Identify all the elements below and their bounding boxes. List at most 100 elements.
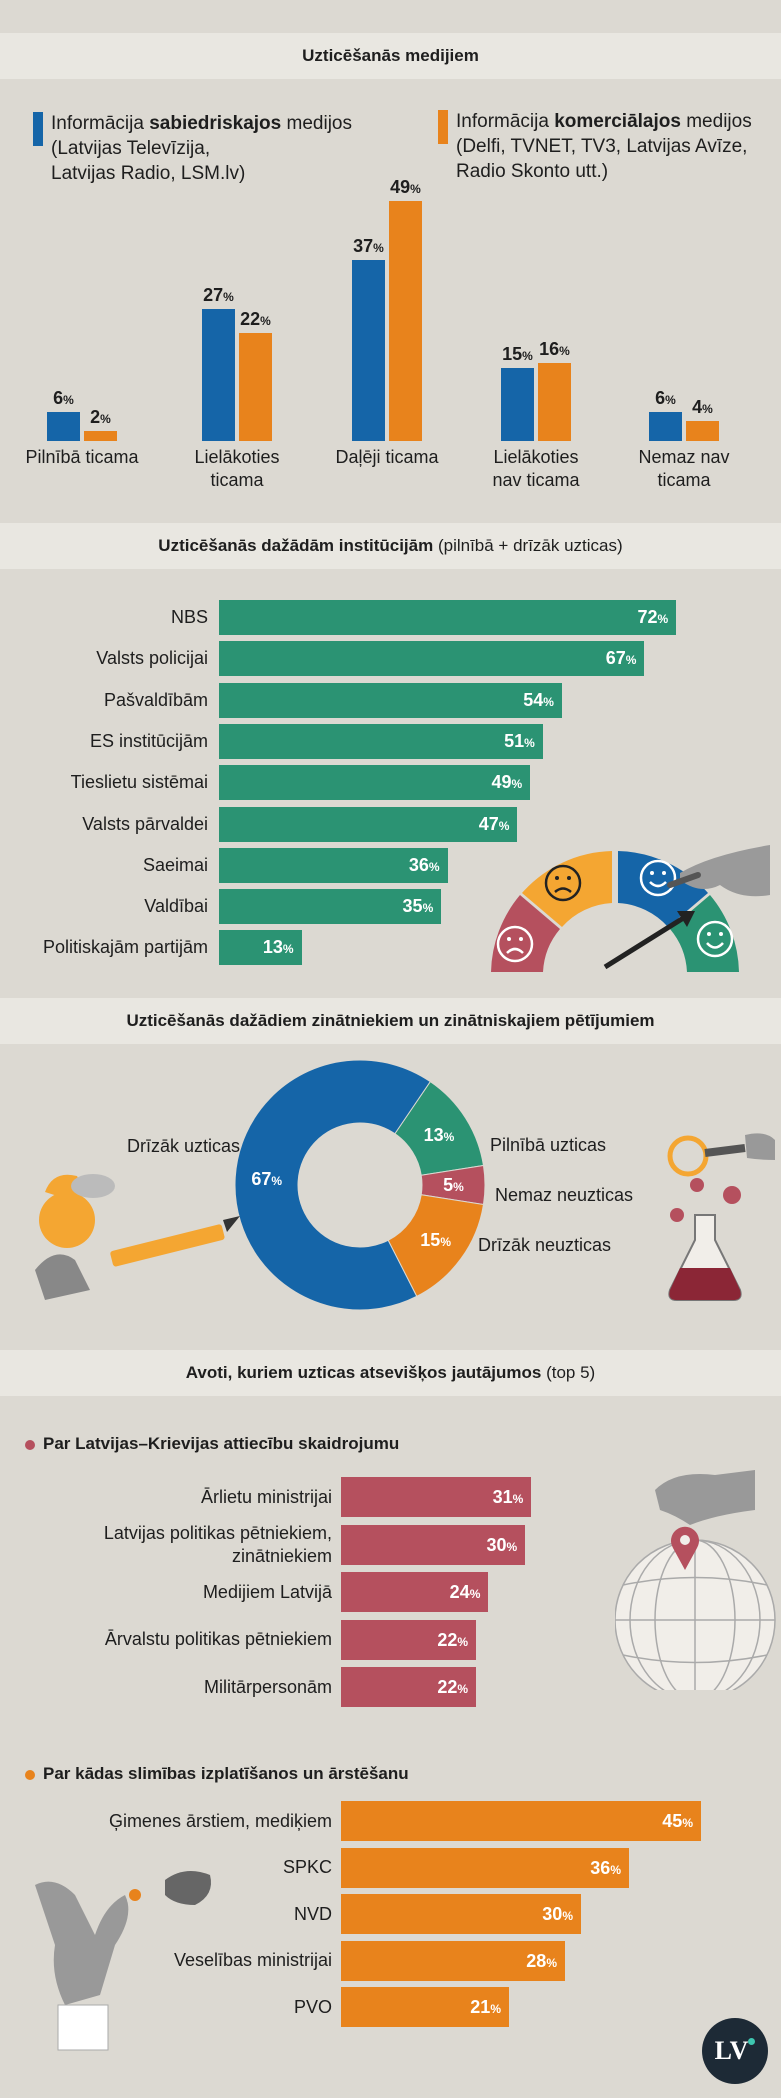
institution-bar [219, 930, 302, 966]
institution-value: 36% [408, 854, 440, 875]
very-happy-face-icon [696, 920, 734, 958]
media-value-label: 6% [53, 387, 74, 408]
institution-label: Valsts pārvaldei [82, 813, 208, 834]
russia-source-value: 22% [437, 1677, 469, 1697]
section-header-media [0, 33, 781, 79]
institution-label: NBS [170, 607, 208, 627]
russia-source-label: Ārlietu ministrijai [200, 1486, 332, 1507]
disease-source-bar [341, 1894, 581, 1934]
gauge-segment-happy [618, 851, 708, 927]
russia-source-label: Ārvalstu politikas pētniekiem [104, 1629, 332, 1649]
hand-pill-illustration [35, 1871, 211, 2051]
pencil-icon [110, 1224, 225, 1267]
disease-source-label: SPKC [282, 1857, 332, 1877]
disease-source-value: 36% [590, 1857, 621, 1878]
disease-source-value: 21% [470, 1997, 501, 2017]
subhead-russia: Par Latvijas–Krievijas attiecību skaidro… [25, 1434, 399, 1454]
russia-source-label: Militārpersonām [203, 1676, 332, 1697]
russia-source-value: 31% [492, 1487, 524, 1507]
donut-category-label: Pilnībā uzticas [490, 1135, 606, 1155]
media-category-label: Pilnībā ticama [25, 447, 139, 467]
media-category-label: Daļēji ticama [335, 447, 439, 467]
institution-value: 54% [523, 689, 554, 710]
media-value-label: 27% [203, 284, 234, 305]
media-value-label: 4% [692, 397, 713, 418]
section-header-sources [0, 1350, 781, 1396]
disease-source-bar [341, 1801, 701, 1841]
russia-source-bar [341, 1619, 477, 1660]
legend-commercial-swatch [438, 110, 448, 144]
media-bar-commercial [84, 431, 117, 441]
institution-value: 67% [605, 648, 637, 669]
pointing-hand-icon [680, 845, 770, 897]
institution-value: 72% [637, 607, 669, 627]
institution-label: Tieslietu sistēmai [70, 772, 208, 793]
institution-value: 47% [478, 813, 510, 834]
section-header-institutions [0, 523, 781, 569]
media-bar-commercial [538, 362, 571, 441]
media-category-label: Lielākoties nav ticama [492, 447, 580, 490]
institution-value: 49% [491, 772, 523, 793]
media-chart-title: Uzticēšanās medijiem [302, 46, 479, 65]
worried-face-icon [544, 864, 582, 902]
russia-source-bar [341, 1667, 477, 1707]
institution-bar [219, 806, 518, 842]
gauge-segment-very-happy [670, 895, 739, 972]
donut-value-label: 67% [251, 1169, 282, 1189]
hand-icon [655, 1470, 755, 1525]
media-bar-public [649, 411, 682, 441]
sources-chart-title: Avoti, kuriem uzticas atsevišķos jautāju… [185, 1363, 596, 1382]
institution-label: Valsts policijai [96, 648, 208, 669]
institution-label: Valdībai [144, 896, 208, 917]
sad-face-icon [496, 925, 534, 963]
mouth-icon [165, 1871, 211, 1905]
institution-value: 51% [504, 730, 535, 751]
russia-source-value: 30% [486, 1534, 518, 1555]
institution-label: Saeimai [142, 854, 208, 875]
happy-face-icon [639, 859, 677, 897]
disease-source-value: 28% [526, 1950, 557, 1971]
institution-label: Politiskajām partijām [42, 937, 208, 958]
donut-category-label: Drīzāk neuzticas [478, 1235, 611, 1255]
media-value-label: 2% [90, 407, 111, 428]
disease-source-label: Veselības ministrijai [173, 1950, 332, 1970]
gauge-needle [603, 914, 687, 970]
location-pin-icon [671, 1526, 699, 1570]
media-value-label: 22% [240, 309, 271, 330]
media-value-label: 49% [390, 176, 421, 197]
donut-value-label: 13% [424, 1125, 455, 1145]
media-bar-commercial [389, 200, 422, 441]
legend-public-swatch [33, 112, 43, 146]
donut-category-label: Drīzāk uzticas [127, 1136, 240, 1156]
institution-label: Pašvaldībām [103, 689, 208, 710]
media-value-label: 37% [353, 235, 384, 256]
media-bar-commercial [239, 333, 272, 441]
disease-source-bar [341, 1940, 565, 1981]
disease-source-bar [341, 1847, 629, 1888]
russia-source-bar [341, 1524, 526, 1565]
russia-source-value: 22% [437, 1629, 469, 1650]
media-bar-public [47, 411, 80, 441]
russia-source-bar [341, 1477, 532, 1517]
disease-source-value: 30% [542, 1904, 573, 1924]
hand-icon [35, 1254, 90, 1300]
legend-public: Informācija sabiedriskajos medijos (Latv… [51, 113, 352, 184]
institution-bar [219, 889, 442, 925]
media-category-label: Lielākoties ticama [194, 447, 280, 490]
media-bar-public [202, 308, 235, 441]
hand-icon [35, 1881, 129, 2005]
disease-source-label: Ģimenes ārstiem, mediķiem [108, 1810, 332, 1831]
institution-bar [219, 765, 531, 801]
lv-logo[interactable]: LV [702, 2018, 768, 2084]
lightbulb-icon [39, 1192, 95, 1248]
trust-gauge-illustration [491, 845, 770, 972]
media-bar-public [501, 367, 534, 441]
russia-source-bar [341, 1572, 489, 1612]
pill-icon [129, 1889, 141, 1901]
institution-bar [219, 641, 645, 677]
donut-category-label: Nemaz neuzticas [495, 1185, 633, 1205]
institution-bar [219, 682, 562, 718]
russia-source-label: Medijiem Latvijā [202, 1581, 332, 1602]
disease-source-label: NVD [293, 1903, 332, 1924]
section-header-science [0, 998, 781, 1044]
